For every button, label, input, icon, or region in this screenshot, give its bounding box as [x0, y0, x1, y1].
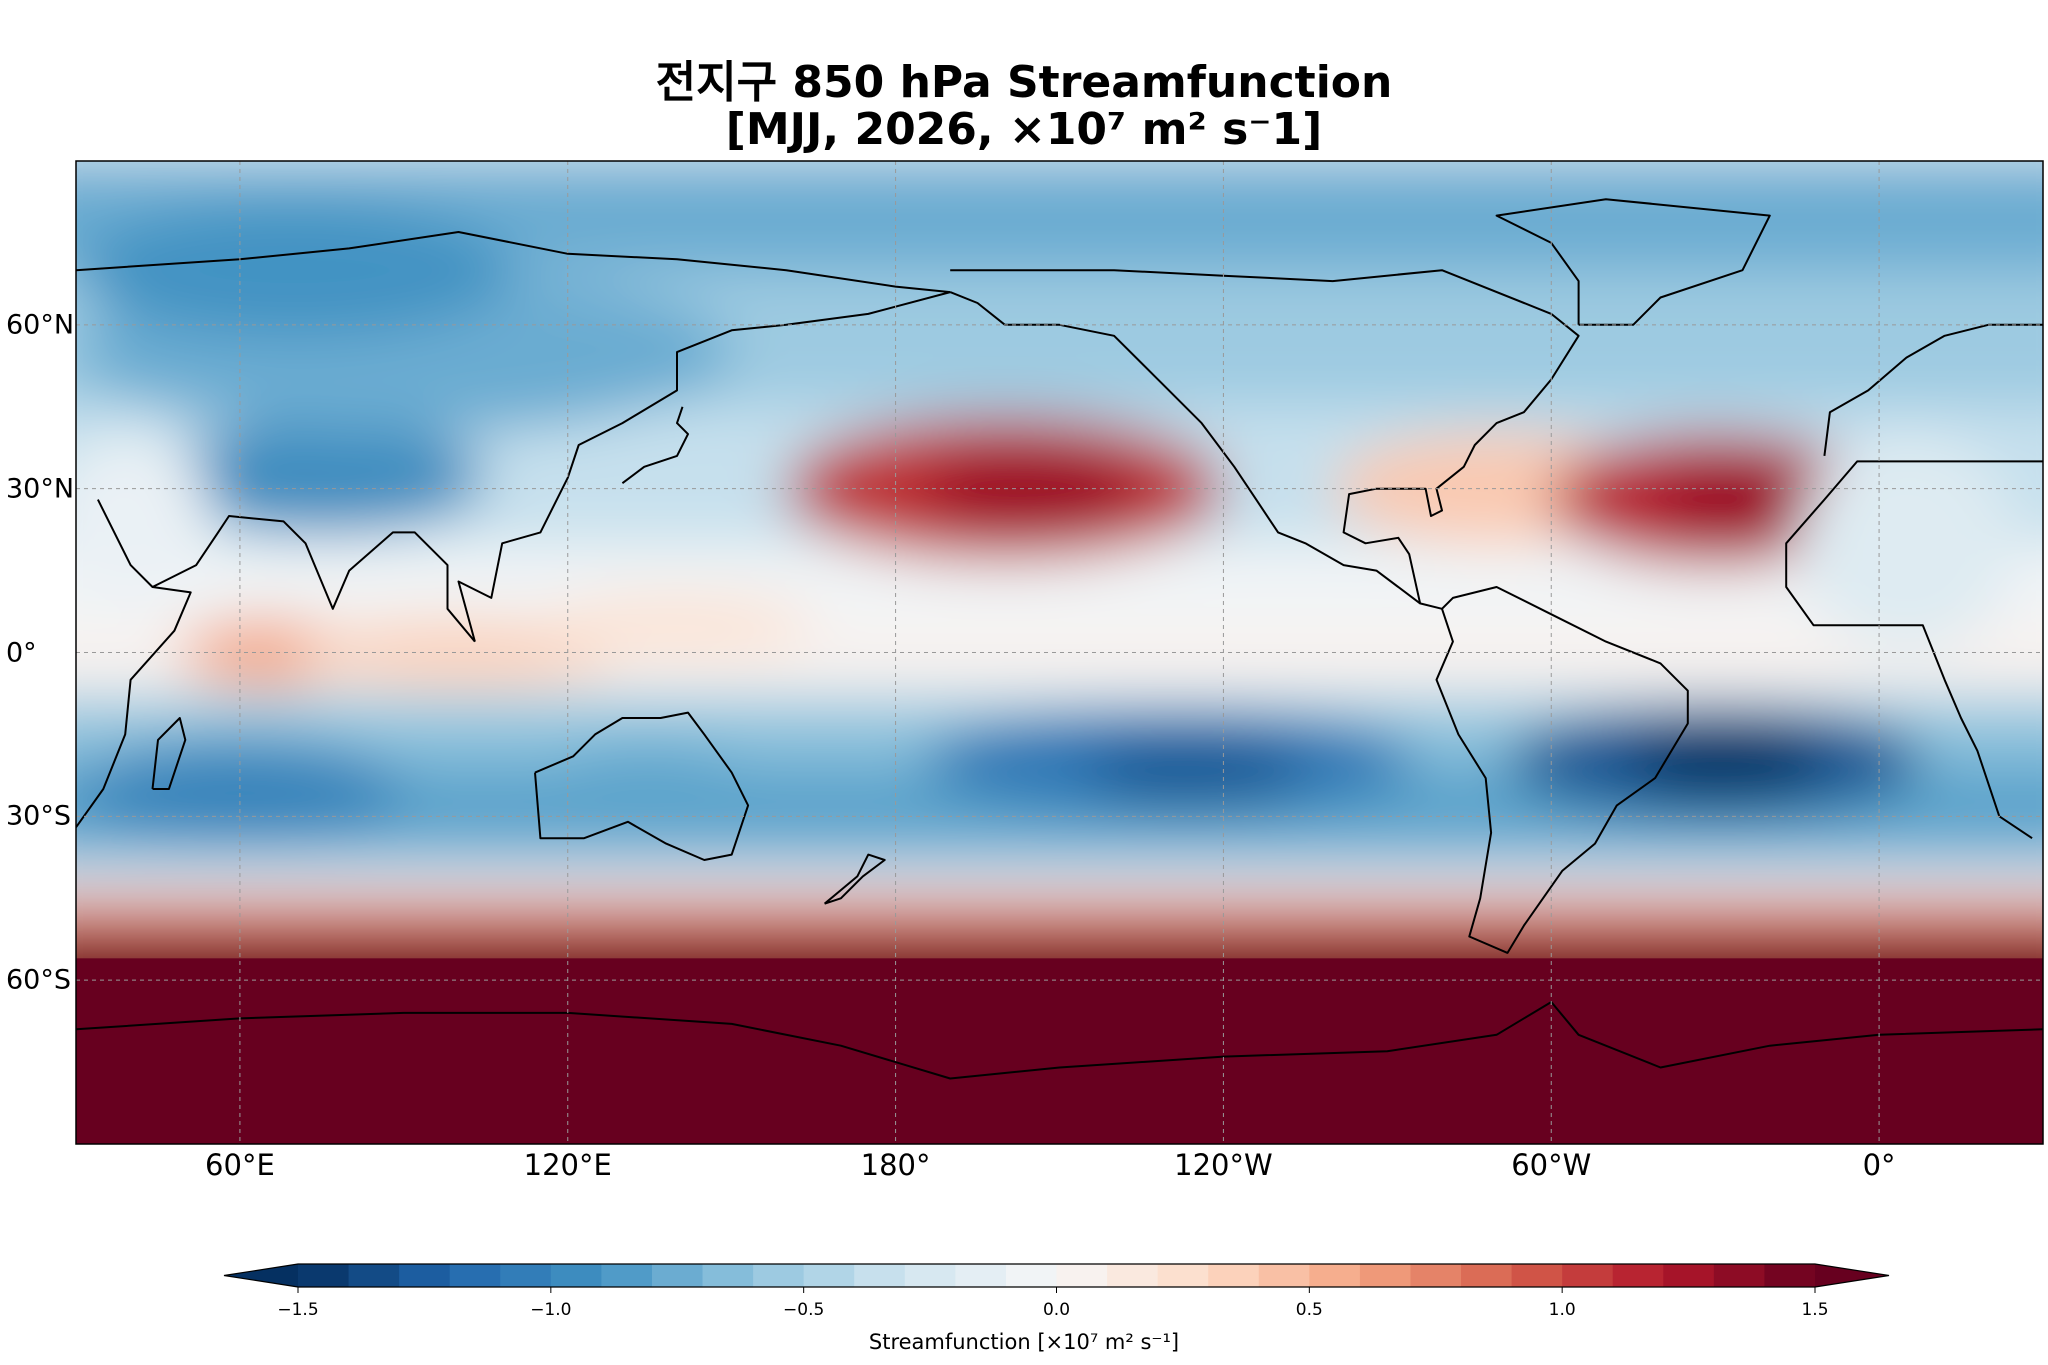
colorbar-segment	[1410, 1264, 1462, 1287]
colorbar-tick-label: −0.5	[783, 1300, 825, 1320]
colorbar	[223, 1263, 1890, 1293]
colorbar-segment	[1107, 1264, 1159, 1287]
colorbar-tick-label: 0.0	[1042, 1300, 1071, 1320]
x-tick-label: 60°W	[1511, 1148, 1592, 1182]
colorbar-segment	[550, 1264, 602, 1287]
colorbar-segment	[1056, 1264, 1108, 1287]
colorbar-segment	[651, 1264, 704, 1287]
colorbar-segment	[449, 1264, 501, 1287]
colorbar-segment	[399, 1264, 451, 1287]
colorbar-extend-max	[1815, 1264, 1889, 1287]
colorbar-segment	[500, 1264, 552, 1287]
x-tick-label: 180°	[860, 1148, 931, 1182]
colorbar-segment	[1612, 1264, 1664, 1287]
colorbar-label: Streamfunction [×10⁷ m² s⁻¹]	[868, 1330, 1180, 1354]
colorbar-segment	[702, 1264, 754, 1287]
colorbar-segment	[1461, 1264, 1513, 1287]
colorbar-segment	[1562, 1264, 1614, 1287]
map-subtitle: [MJJ, 2026, ×10⁷ m² s⁻1]	[725, 104, 1323, 155]
colorbar-segment	[1208, 1264, 1260, 1287]
colorbar-segment	[1511, 1264, 1563, 1287]
colorbar-segment	[904, 1264, 956, 1287]
colorbar-segment	[854, 1264, 906, 1287]
colorbar-tick-label: 0.5	[1295, 1300, 1323, 1320]
colorbar-segment	[1663, 1264, 1715, 1287]
colorbar-segment	[753, 1264, 805, 1287]
map-frame	[75, 160, 2044, 1145]
colorbar-tick-label: −1.5	[277, 1300, 319, 1320]
x-tick-label: 60°E	[205, 1148, 275, 1182]
colorbar-segment	[348, 1264, 400, 1287]
colorbar-segment	[1157, 1264, 1209, 1287]
colorbar-segment	[1005, 1264, 1058, 1287]
map-title: 전지구 850 hPa Streamfunction	[655, 57, 1393, 108]
y-tick-label: 30°S	[6, 800, 71, 832]
y-tick-label: 0°	[6, 637, 37, 668]
colorbar-segment	[1713, 1264, 1766, 1287]
colorbar-segment	[1359, 1264, 1412, 1287]
colorbar-segment	[298, 1264, 350, 1287]
colorbar-segment	[955, 1264, 1007, 1287]
colorbar-tick-label: 1.5	[1801, 1300, 1829, 1320]
colorbar-segment	[1764, 1264, 1816, 1287]
colorbar-extend-min	[224, 1264, 298, 1287]
colorbar-tick-label: −1.0	[530, 1300, 572, 1320]
colorbar-segment	[1309, 1264, 1361, 1287]
colorbar-tick-label: 1.0	[1548, 1300, 1576, 1320]
y-tick-label: 60°S	[6, 964, 71, 996]
x-tick-label: 120°E	[523, 1148, 612, 1182]
x-tick-label: 120°W	[1174, 1148, 1273, 1182]
x-tick-label: 0°	[1862, 1148, 1896, 1182]
gridlines	[76, 161, 2043, 1144]
colorbar-segment	[803, 1264, 855, 1287]
y-tick-label: 30°N	[6, 473, 75, 505]
colorbar-segment	[1258, 1264, 1310, 1287]
streamfunction-field	[76, 161, 2043, 1144]
y-tick-label: 60°N	[6, 309, 75, 341]
colorbar-segment	[601, 1264, 653, 1287]
